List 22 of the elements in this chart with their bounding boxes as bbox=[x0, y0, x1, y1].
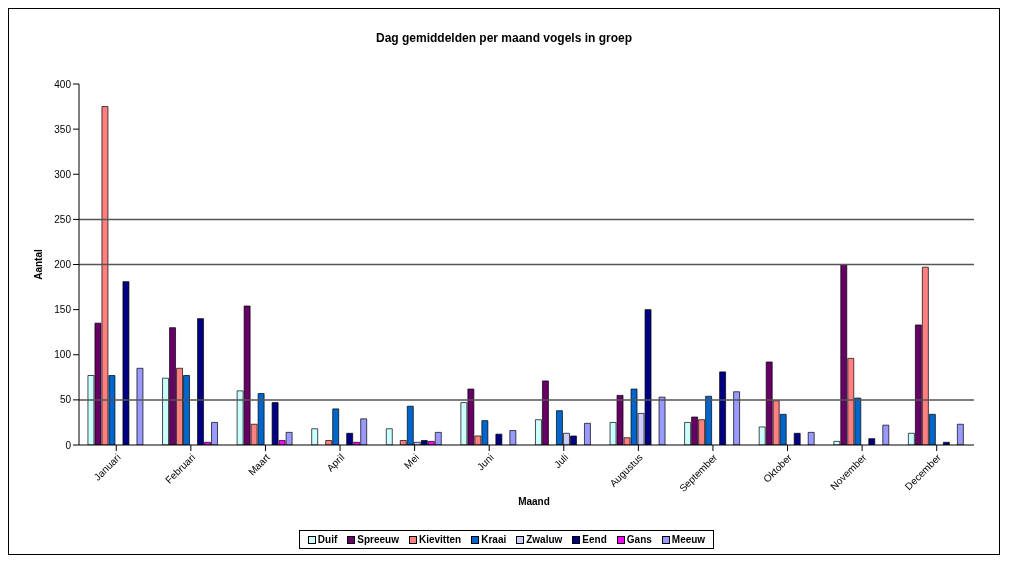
legend-label: Spreeuw bbox=[356, 534, 399, 545]
legend-label: Duif bbox=[316, 534, 338, 545]
y-tick-label: 300 bbox=[54, 168, 72, 180]
y-tick-label: 350 bbox=[54, 123, 72, 135]
y-tick-label: 200 bbox=[54, 259, 72, 271]
x-tick-label: Mei bbox=[401, 451, 422, 471]
legend-label: Kraai bbox=[480, 534, 507, 545]
y-tick-label: 50 bbox=[59, 394, 72, 406]
y-tick-label: 100 bbox=[54, 349, 72, 361]
legend-label: Gans bbox=[625, 534, 652, 545]
chart-title: Dag gemiddelden per maand vogels in groep bbox=[374, 31, 634, 45]
x-tick-label: Juli bbox=[551, 451, 571, 471]
y-tick-label: 400 bbox=[54, 78, 72, 90]
y-axis-title: Aantal bbox=[32, 249, 44, 280]
y-tick-label: 150 bbox=[54, 304, 72, 316]
x-axis-title: Maand bbox=[517, 496, 551, 507]
legend-label: Eend bbox=[581, 534, 607, 545]
legend-label: Kievitten bbox=[417, 534, 462, 545]
y-tick-label: 0 bbox=[65, 439, 72, 451]
legend-label: Meeuw bbox=[670, 534, 706, 545]
legend-label: Zwaluw bbox=[525, 534, 563, 545]
y-tick-label: 250 bbox=[54, 213, 72, 225]
